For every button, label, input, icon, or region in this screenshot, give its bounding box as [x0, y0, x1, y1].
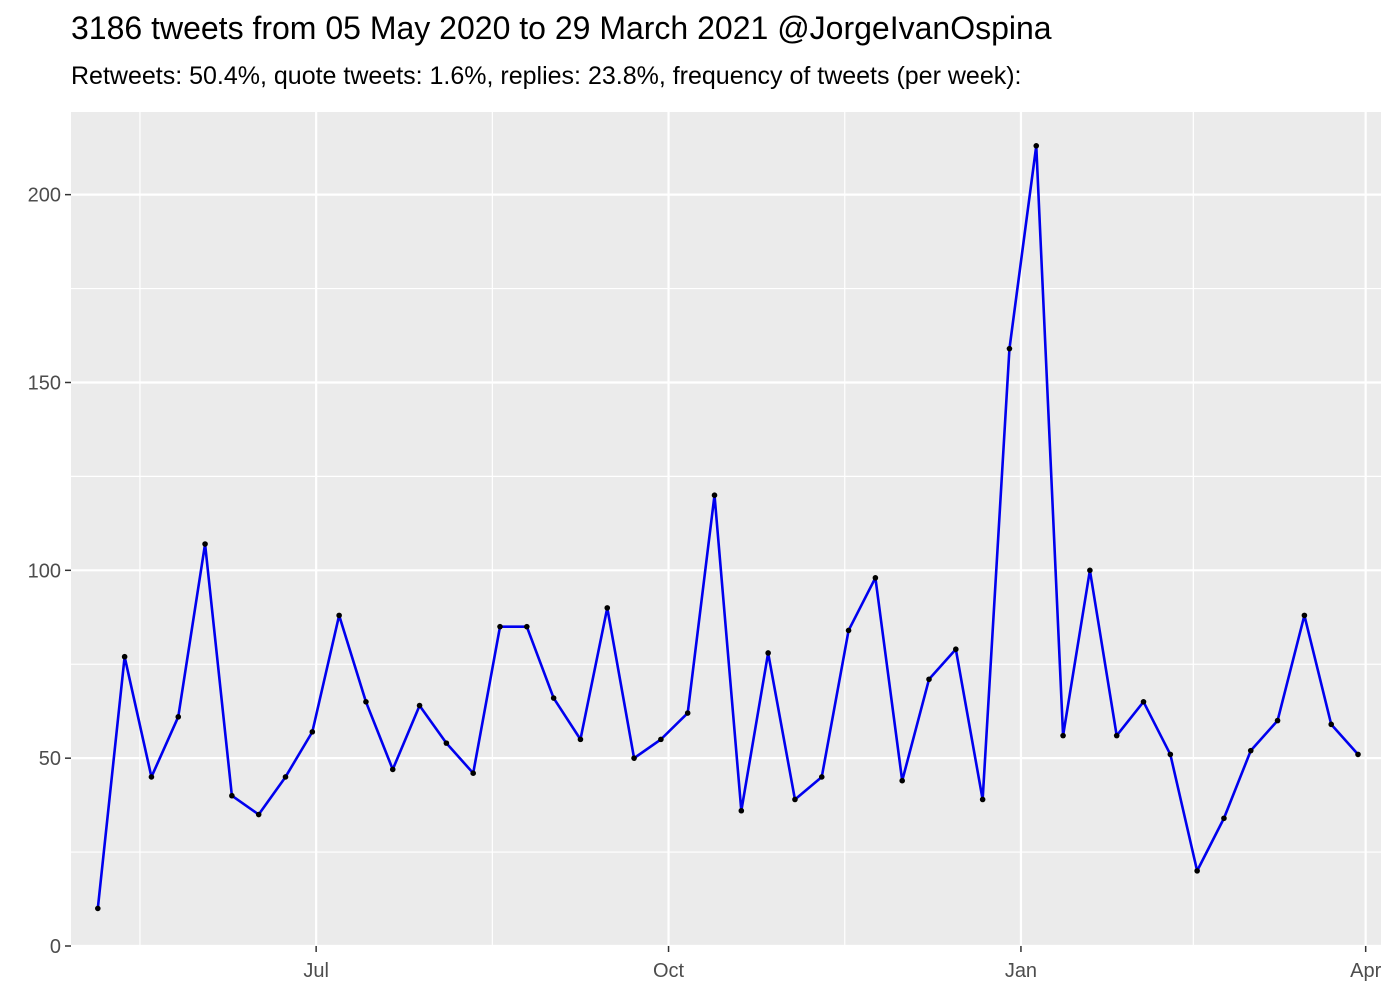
data-point [1033, 143, 1040, 149]
data-point [1113, 732, 1120, 739]
data-point [363, 699, 369, 705]
data-point [631, 755, 637, 761]
x-tick-label: Jan [1005, 960, 1037, 982]
x-tick-label: Jul [303, 960, 329, 982]
data-point [1274, 717, 1281, 724]
data-point [1247, 747, 1254, 754]
data-point [711, 492, 718, 498]
data-point [389, 766, 396, 773]
y-tick-label: 150 [28, 372, 61, 394]
y-tick-label: 0 [50, 936, 61, 958]
x-tick-label: Apr [1350, 960, 1381, 982]
data-point [282, 774, 289, 780]
data-point [1167, 751, 1174, 758]
data-point [255, 811, 262, 818]
data-point [309, 729, 316, 735]
x-tick-label: Oct [653, 960, 685, 982]
data-point [550, 695, 557, 701]
data-point [497, 623, 503, 630]
chart-subtitle: Retweets: 50.4%, quote tweets: 1.6%, rep… [71, 62, 1022, 90]
data-point [765, 650, 771, 656]
data-point [1328, 721, 1335, 728]
data-point [95, 905, 101, 912]
data-point [792, 796, 798, 803]
y-tick-label: 100 [28, 560, 61, 582]
data-point [818, 774, 825, 780]
data-point [416, 702, 423, 709]
data-point [148, 774, 155, 780]
data-point [443, 740, 450, 746]
data-point [1194, 868, 1200, 874]
data-point [979, 796, 986, 803]
y-tick-label: 50 [39, 748, 61, 770]
data-point [1006, 345, 1013, 352]
data-point [658, 736, 664, 743]
data-point [684, 710, 691, 716]
data-point [1221, 815, 1227, 822]
data-point [1087, 567, 1093, 574]
data-point [899, 777, 905, 784]
series-line [96, 144, 1359, 909]
data-point [953, 646, 959, 653]
data-point [336, 612, 342, 619]
y-tick-label: 200 [28, 185, 61, 207]
data-point [1301, 612, 1308, 619]
data-point [229, 792, 235, 799]
data-point [1355, 751, 1361, 758]
data-point [524, 623, 530, 630]
data-point [121, 653, 128, 660]
data-point [175, 714, 182, 720]
data-point [926, 676, 932, 683]
panel-background [71, 112, 1381, 946]
data-point [845, 627, 852, 634]
data-point [738, 807, 745, 814]
data-point [1140, 699, 1147, 705]
data-point [1060, 732, 1066, 739]
chart-title: 3186 tweets from 05 May 2020 to 29 March… [71, 10, 1052, 46]
data-point [202, 541, 208, 547]
data-point [577, 736, 584, 743]
data-point [604, 605, 611, 611]
data-point [872, 575, 879, 581]
data-point [470, 770, 476, 776]
